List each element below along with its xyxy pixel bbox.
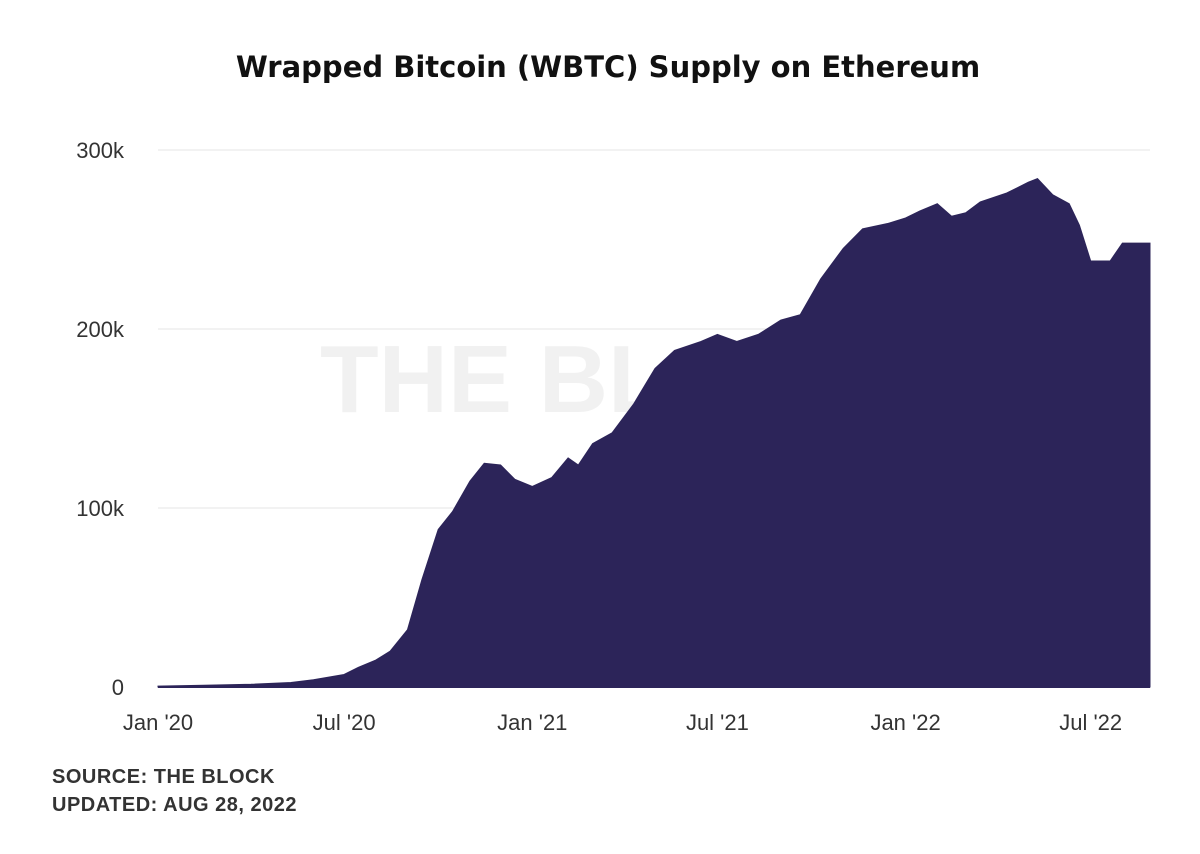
area-series [157,178,1151,688]
x-tick-label: Jul '20 [313,710,376,735]
source-note: SOURCE: THE BLOCK [52,766,275,788]
y-tick-label: 300k [76,138,125,163]
x-tick-label: Jan '22 [870,710,940,735]
x-axis: Jan '20 Jul '20 Jan '21 Jul '21 Jan '22 Jul '… [123,686,1150,735]
y-tick-label: 200k [76,317,125,342]
y-tick-label: 0 [112,675,124,700]
x-tick-label: Jan '21 [497,710,567,735]
y-axis: 0 100k 200k 300k [76,138,125,700]
x-tick-label: Jul '21 [686,710,749,735]
x-tick-label: Jul '22 [1059,710,1122,735]
x-tick-label: Jan '20 [123,710,193,735]
chart-title: Wrapped Bitcoin (WBTC) Supply on Ethereu… [235,50,981,84]
y-tick-label: 100k [76,496,125,521]
supply-area [157,178,1151,688]
updated-note: UPDATED: AUG 28, 2022 [52,794,298,816]
